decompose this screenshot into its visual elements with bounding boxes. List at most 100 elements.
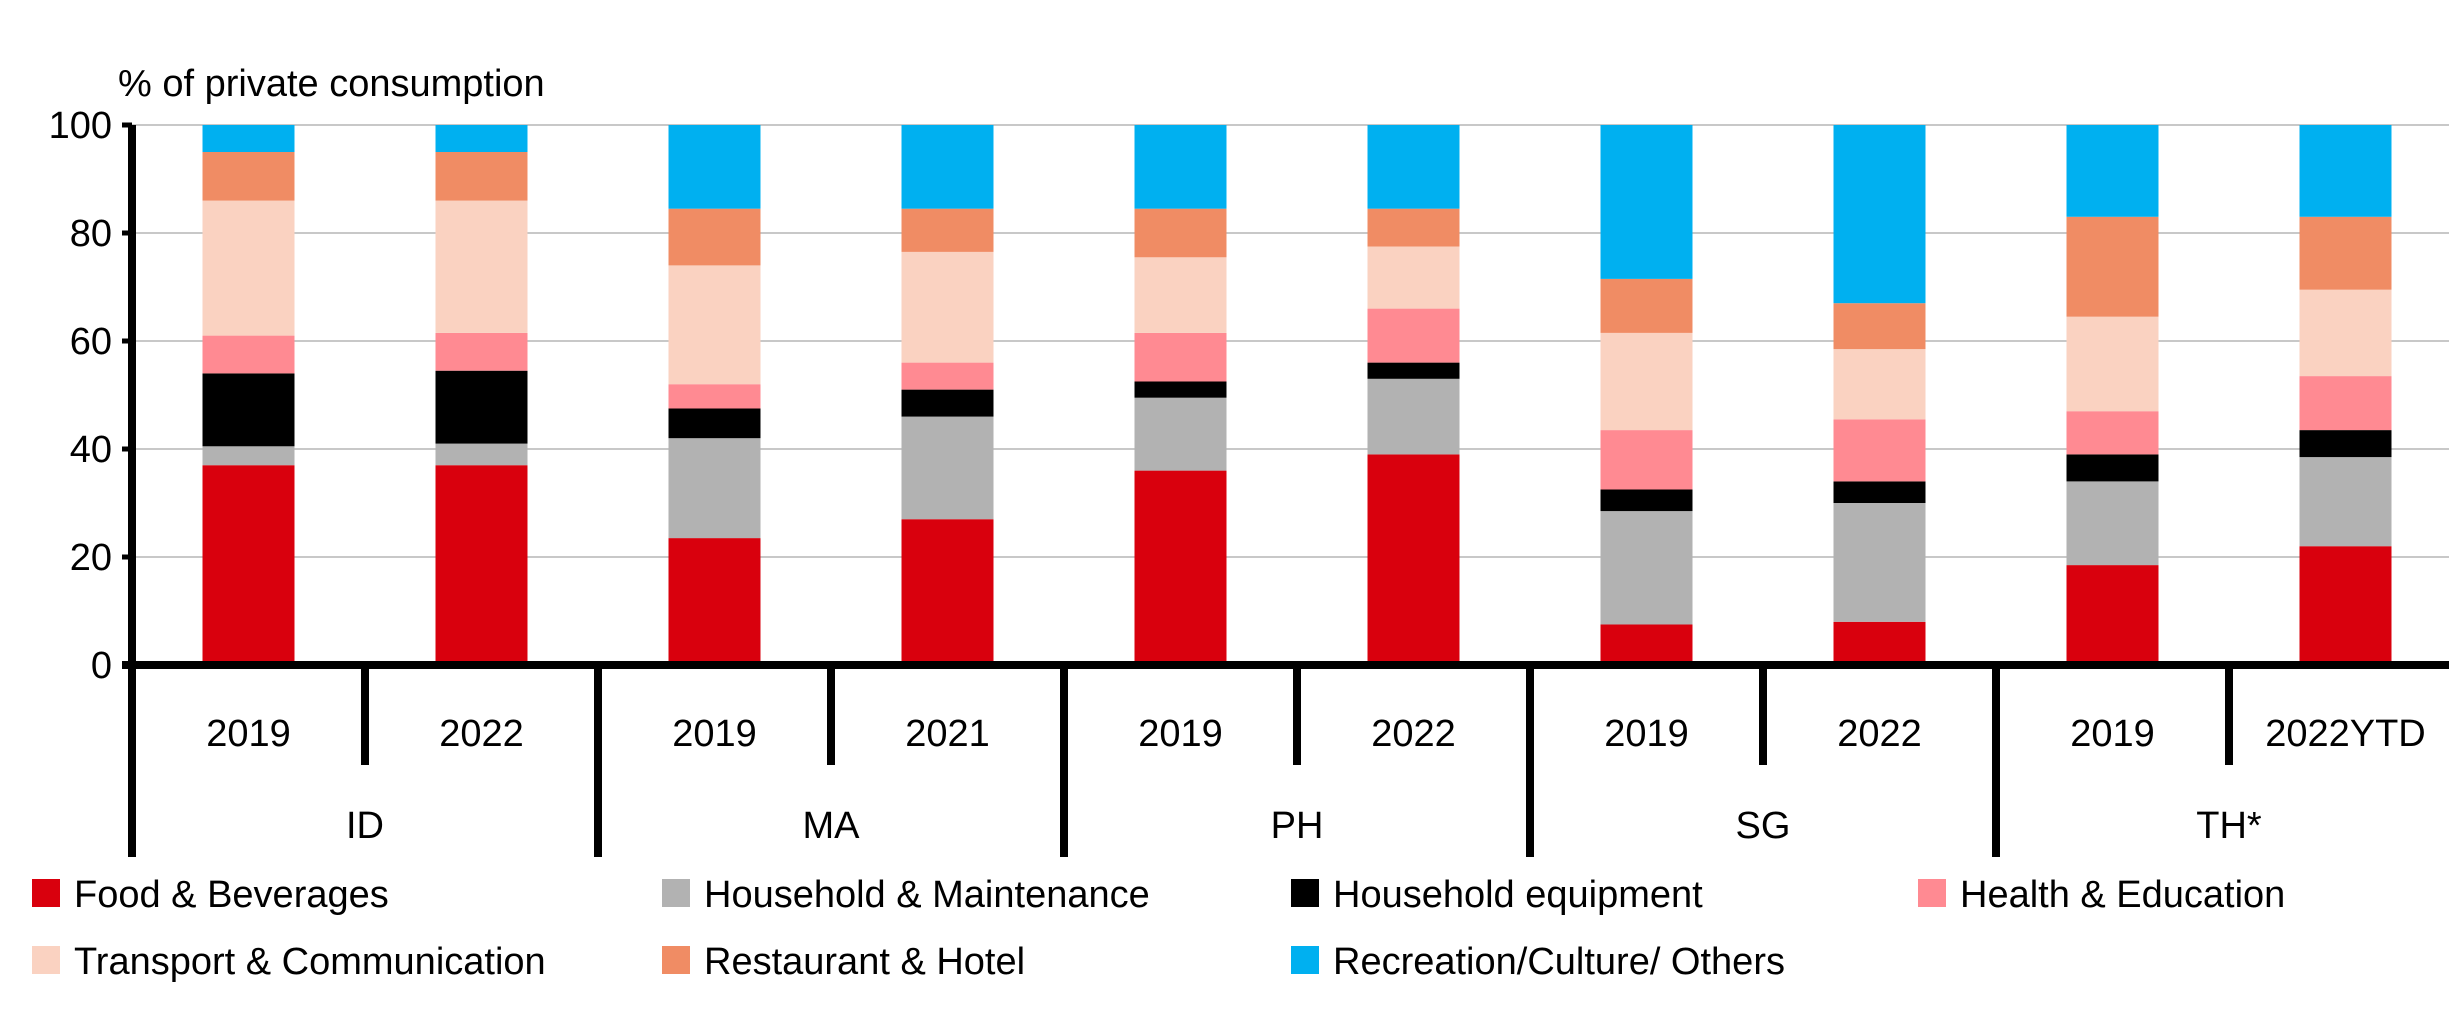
- bar-segment: [668, 265, 761, 385]
- bar-segment: [2066, 125, 2159, 217]
- legend-swatch: [32, 946, 60, 974]
- legend-swatch: [662, 946, 690, 974]
- bar-segment: [2066, 316, 2159, 412]
- bar-segment: [668, 384, 761, 409]
- bar-segment: [2299, 125, 2392, 217]
- bar-segment: [1833, 481, 1926, 503]
- bar-segment: [668, 408, 761, 439]
- bar-segment: [901, 389, 994, 417]
- bar-segment: [1134, 257, 1227, 333]
- y-tick-label: 100: [49, 105, 112, 147]
- legend-label: Restaurant & Hotel: [704, 941, 1025, 983]
- bar-segment: [901, 125, 994, 209]
- bar-segment: [202, 125, 295, 152]
- bar-segment: [1134, 208, 1227, 258]
- bar-segment: [2299, 430, 2392, 458]
- x-group-label: TH*: [2196, 805, 2262, 847]
- bar-segment: [1134, 332, 1227, 382]
- x-group-label: PH: [1271, 805, 1324, 847]
- bar-segment: [2299, 216, 2392, 290]
- bar-segment: [668, 208, 761, 266]
- bar-segment: [2066, 481, 2159, 566]
- bar-segment: [1600, 430, 1693, 490]
- x-group-label: ID: [346, 805, 384, 847]
- legend-label: Food & Beverages: [74, 874, 389, 916]
- legend-swatch: [1918, 879, 1946, 907]
- bar-segment: [1833, 621, 1926, 665]
- bar-segment: [2066, 411, 2159, 455]
- bar-segment: [202, 465, 295, 665]
- bar-segment: [1367, 125, 1460, 209]
- bar-segment: [901, 362, 994, 390]
- bar-segment: [435, 465, 528, 665]
- bar-segment: [901, 416, 994, 520]
- bar-segment: [1367, 308, 1460, 363]
- bar-segment: [2299, 289, 2392, 377]
- bar-segment: [2299, 376, 2392, 431]
- bar-segment: [202, 373, 295, 447]
- bar-segment: [435, 332, 528, 371]
- bar-segment: [202, 200, 295, 336]
- bar-segment: [1600, 511, 1693, 625]
- y-tick-label: 60: [70, 321, 112, 363]
- legend-swatch: [1291, 946, 1319, 974]
- bar-segment: [1600, 278, 1693, 333]
- bar-segment: [1134, 381, 1227, 398]
- bar-segment: [1600, 489, 1693, 512]
- bar-segment: [901, 251, 994, 363]
- bar-segment: [1833, 349, 1926, 420]
- x-category-label: 2019: [1138, 713, 1223, 755]
- bar-segment: [1600, 332, 1693, 431]
- x-category-label: 2022: [1371, 713, 1456, 755]
- x-category-label: 2019: [1604, 713, 1689, 755]
- bar-segment: [901, 208, 994, 252]
- bar-segment: [2066, 565, 2159, 665]
- bar-segment: [2299, 546, 2392, 665]
- bar-segment: [1833, 503, 1926, 622]
- bar-segment: [2299, 457, 2392, 547]
- x-category-label: 2022YTD: [2265, 713, 2426, 755]
- legend: Food & Beverages Household & Maintenance H…: [32, 874, 2285, 983]
- bar-segment: [202, 446, 295, 466]
- x-category-label: 2019: [672, 713, 757, 755]
- bar-segment: [1833, 419, 1926, 482]
- legend-label: Household & Maintenance: [704, 874, 1150, 916]
- x-category-label: 2022: [439, 713, 524, 755]
- x-group-label: SG: [1736, 805, 1791, 847]
- legend-swatch: [662, 879, 690, 907]
- bar-segment: [668, 538, 761, 665]
- bar-segment: [1367, 362, 1460, 379]
- y-tick-label: 40: [70, 429, 112, 471]
- bar-segment: [1367, 208, 1460, 247]
- bar-segment: [435, 370, 528, 444]
- bar-segment: [1833, 125, 1926, 304]
- x-category-label: 2019: [206, 713, 291, 755]
- x-group-label: MA: [803, 805, 861, 847]
- y-axis-title: % of private consumption: [118, 63, 545, 105]
- bar-segment: [1367, 454, 1460, 665]
- bar-segment: [1367, 246, 1460, 309]
- bar-segment: [668, 125, 761, 209]
- y-tick-label: 0: [91, 645, 112, 687]
- bar-segment: [1134, 397, 1227, 471]
- legend-label: Transport & Communication: [74, 941, 546, 983]
- bar-segment: [1600, 125, 1693, 279]
- bar-segment: [435, 152, 528, 201]
- legend-swatch: [32, 879, 60, 907]
- x-category-label: 2019: [2070, 713, 2155, 755]
- x-category-label: 2021: [905, 713, 990, 755]
- y-tick-label: 20: [70, 537, 112, 579]
- bar-segment: [2066, 454, 2159, 482]
- bar-segment: [668, 438, 761, 539]
- legend-label: Health & Education: [1960, 874, 2285, 916]
- bar-segment: [202, 335, 295, 374]
- bar-segment: [1833, 303, 1926, 350]
- x-category-label: 2022: [1837, 713, 1922, 755]
- bar-segment: [1134, 125, 1227, 209]
- legend-swatch: [1291, 879, 1319, 907]
- bar-segment: [1134, 470, 1227, 665]
- bar-segment: [202, 152, 295, 201]
- bar-segment: [2066, 216, 2159, 317]
- axes: 0 20 40 60 80 100 2019 2022 ID 2019 2021 MA 2019 2022…: [49, 105, 2449, 857]
